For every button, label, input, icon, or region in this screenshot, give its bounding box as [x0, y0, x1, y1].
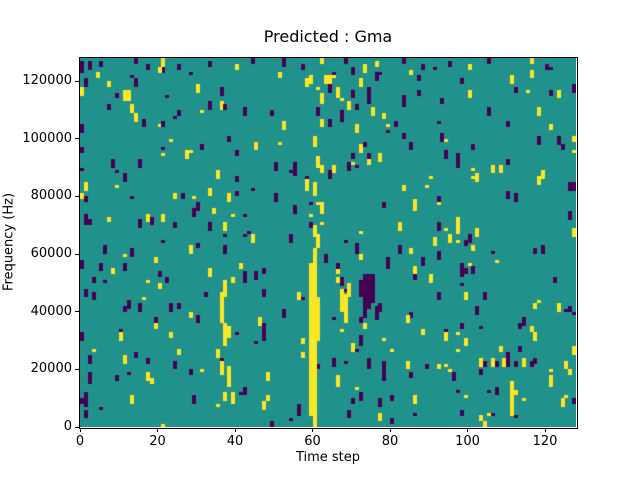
x-tick-mark — [79, 428, 81, 432]
y-tick-mark — [75, 253, 79, 255]
y-tick-mark — [75, 368, 79, 370]
x-tick-mark — [312, 428, 313, 432]
x-tick-mark — [544, 428, 546, 432]
y-tick-label: 60000 — [30, 246, 72, 262]
x-axis-label: Time step — [295, 450, 361, 465]
x-tick-label: 20 — [149, 434, 166, 449]
y-tick-label: 100000 — [22, 130, 72, 146]
x-tick-label: 80 — [381, 434, 399, 449]
x-tick-label: 60 — [304, 434, 321, 449]
x-tick-label: 100 — [455, 434, 480, 449]
x-tick-label: 0 — [75, 434, 85, 449]
y-tick-label: 0 — [63, 419, 72, 434]
y-tick-label: 40000 — [30, 303, 72, 319]
y-axis-label: Frequency (Hz) — [1, 192, 17, 292]
y-tick-label: 120000 — [22, 73, 72, 89]
x-tick-label: 120 — [532, 434, 558, 449]
x-tick-mark — [234, 428, 236, 432]
heatmap-canvas — [80, 58, 576, 427]
x-tick-mark — [389, 428, 391, 432]
y-tick-mark — [75, 426, 79, 428]
x-tick-mark — [467, 428, 468, 432]
y-tick-label: 20000 — [30, 361, 72, 377]
x-tick-label: 40 — [226, 434, 244, 449]
chart-title: Predicted : Gma — [263, 27, 393, 46]
axes-frame — [79, 57, 578, 429]
y-tick-label: 80000 — [30, 188, 72, 204]
y-tick-mark — [75, 195, 79, 197]
y-tick-mark — [75, 311, 79, 313]
x-tick-mark — [157, 428, 158, 432]
y-tick-mark — [75, 138, 79, 140]
y-tick-mark — [75, 80, 79, 82]
